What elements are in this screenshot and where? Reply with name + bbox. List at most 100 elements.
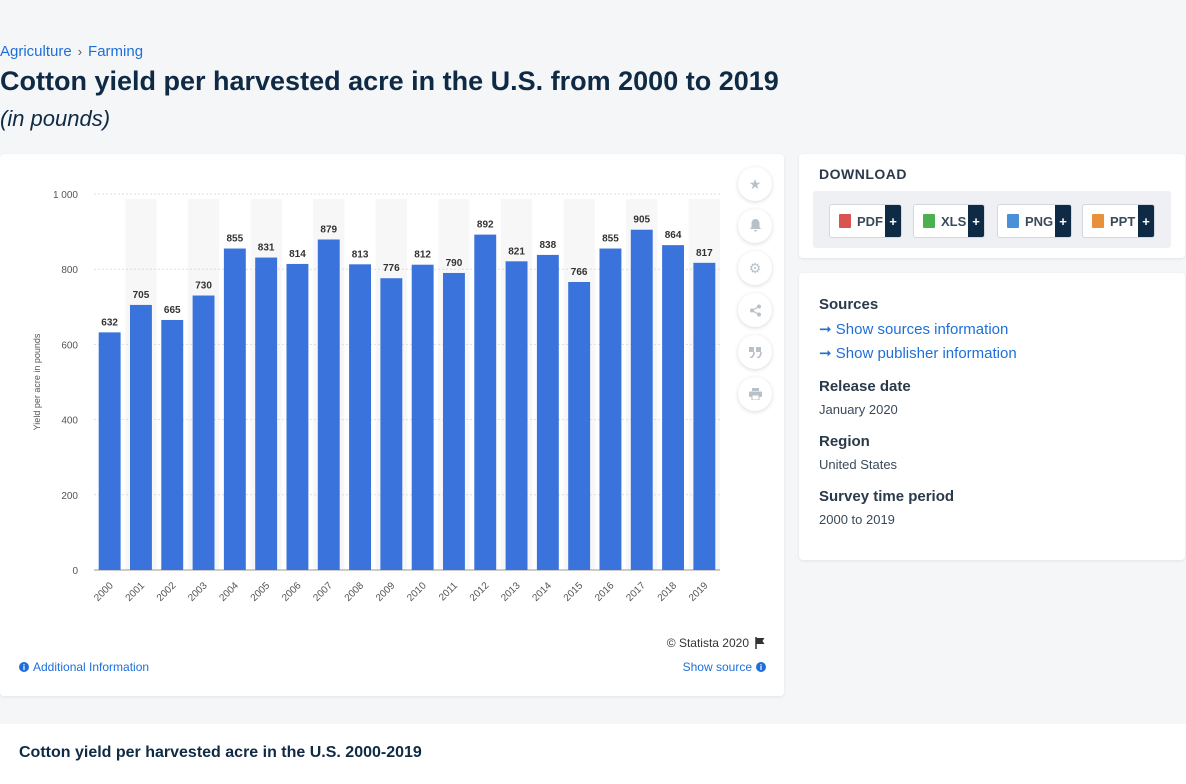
show-source-label: Show source (682, 660, 752, 674)
bar (474, 234, 497, 570)
x-tick-label: 2004 (217, 580, 241, 604)
y-tick-label: 200 (61, 491, 78, 502)
x-tick-label: 2014 (530, 580, 554, 604)
download-ppt-label: PPT (1110, 213, 1136, 229)
x-tick-label: 2017 (624, 580, 648, 604)
x-tick-label: 2013 (499, 580, 523, 604)
pdf-file-icon (839, 214, 851, 228)
x-tick-label: 2003 (186, 580, 210, 604)
x-tick-label: 2008 (343, 580, 367, 604)
release-date-heading: Release date (819, 378, 911, 395)
download-ppt-button[interactable]: PPT + (1082, 204, 1155, 238)
x-tick-label: 2005 (249, 580, 273, 604)
data-label: 855 (602, 234, 619, 245)
description-title: Cotton yield per harvested acre in the U… (19, 744, 422, 761)
y-tick-label: 1 000 (53, 190, 78, 201)
y-tick-label: 800 (61, 265, 78, 276)
bar (599, 248, 622, 570)
copyright-notice: © Statista 2020 (667, 636, 766, 650)
data-label: 705 (133, 290, 150, 301)
plus-icon: + (1055, 205, 1071, 237)
plus-icon: + (885, 205, 901, 237)
show-publisher-label: Show publisher information (835, 345, 1017, 362)
x-tick-label: 2002 (155, 580, 179, 604)
download-xls-button[interactable]: XLS + (913, 204, 985, 238)
plus-icon: + (1138, 205, 1154, 237)
xls-file-icon (923, 214, 935, 228)
page-subtitle: (in pounds) (0, 106, 111, 131)
ppt-file-icon (1092, 214, 1104, 228)
survey-period-heading: Survey time period (819, 488, 955, 505)
x-tick-label: 2018 (656, 580, 680, 604)
bar (349, 264, 372, 570)
bar (380, 278, 403, 570)
x-tick-label: 2015 (562, 580, 586, 604)
chart-card: 0 200 400 600 800 1 000 Yield per acre in poun… (0, 154, 784, 696)
additional-information-link[interactable]: i Additional Information (19, 660, 149, 674)
share-icon[interactable] (738, 293, 772, 327)
bar (693, 262, 716, 570)
show-sources-link[interactable]: ➞ Show sources information (819, 320, 1008, 338)
statistic-info-card: Sources ➞ Show sources information ➞ Sho… (799, 273, 1185, 560)
survey-period-value: 2000 to 2019 (819, 512, 895, 527)
data-label: 892 (477, 220, 494, 231)
plus-icon: + (968, 205, 984, 237)
breadcrumb-item-agriculture[interactable]: Agriculture (0, 43, 72, 60)
citation-quote-icon[interactable] (738, 335, 772, 369)
download-pdf-label: PDF (857, 213, 883, 229)
data-label: 665 (164, 305, 181, 316)
notification-bell-icon[interactable] (738, 209, 772, 243)
bar (411, 264, 434, 570)
favorite-star-icon[interactable]: ★ (738, 167, 772, 201)
bar (536, 254, 559, 571)
data-label: 632 (101, 317, 118, 328)
data-label: 864 (665, 230, 682, 241)
breadcrumb-item-farming[interactable]: Farming (88, 43, 144, 60)
show-publisher-link[interactable]: ➞ Show publisher information (819, 344, 1017, 362)
bar (505, 261, 528, 570)
download-pdf-button[interactable]: PDF + (829, 204, 902, 238)
png-file-icon (1007, 214, 1019, 228)
y-tick-label: 0 (72, 566, 78, 577)
data-label: 879 (320, 224, 337, 235)
bar (223, 248, 246, 570)
bar (98, 332, 121, 570)
breadcrumb: Agriculture › Farming (0, 43, 143, 60)
bar (568, 281, 591, 570)
x-tick-label: 2001 (124, 580, 148, 604)
bar (255, 257, 278, 570)
data-label: 821 (508, 246, 525, 257)
data-label: 905 (633, 215, 650, 226)
x-tick-label: 2006 (280, 580, 304, 604)
x-tick-label: 2016 (593, 580, 617, 604)
data-label: 831 (258, 243, 275, 254)
download-card: DOWNLOAD PDF + XLS + PNG + PPT + (799, 154, 1185, 258)
copyright-text: © Statista 2020 (666, 636, 749, 650)
bar (192, 295, 215, 570)
arrow-right-icon: ➞ (819, 345, 832, 362)
bar (129, 304, 152, 570)
download-png-button[interactable]: PNG + (997, 204, 1072, 238)
flag-icon[interactable] (755, 637, 766, 649)
page-title: Cotton yield per harvested acre in the U… (0, 66, 779, 96)
print-icon[interactable] (738, 377, 772, 411)
x-tick-label: 2010 (405, 580, 429, 604)
data-label: 855 (227, 234, 244, 245)
x-tick-label: 2007 (311, 580, 335, 604)
y-tick-label: 600 (61, 340, 78, 351)
bar-chart: 0 200 400 600 800 1 000 Yield per acre in poun… (32, 190, 720, 604)
settings-gear-icon[interactable]: ⚙ (738, 251, 772, 285)
bar (662, 245, 685, 571)
x-tick-label: 2009 (374, 580, 398, 604)
description-card: Cotton yield per harvested acre in the U… (0, 724, 1186, 784)
data-label: 838 (540, 240, 557, 251)
show-sources-label: Show sources information (835, 321, 1009, 338)
data-label: 730 (195, 281, 212, 292)
y-tick-label: 400 (61, 416, 78, 427)
info-icon: i (756, 662, 766, 672)
show-source-link[interactable]: Show source i (683, 660, 766, 674)
info-icon: i (19, 662, 29, 672)
breadcrumb-separator: › (77, 44, 83, 59)
bar (286, 263, 309, 570)
data-label: 813 (352, 249, 369, 260)
